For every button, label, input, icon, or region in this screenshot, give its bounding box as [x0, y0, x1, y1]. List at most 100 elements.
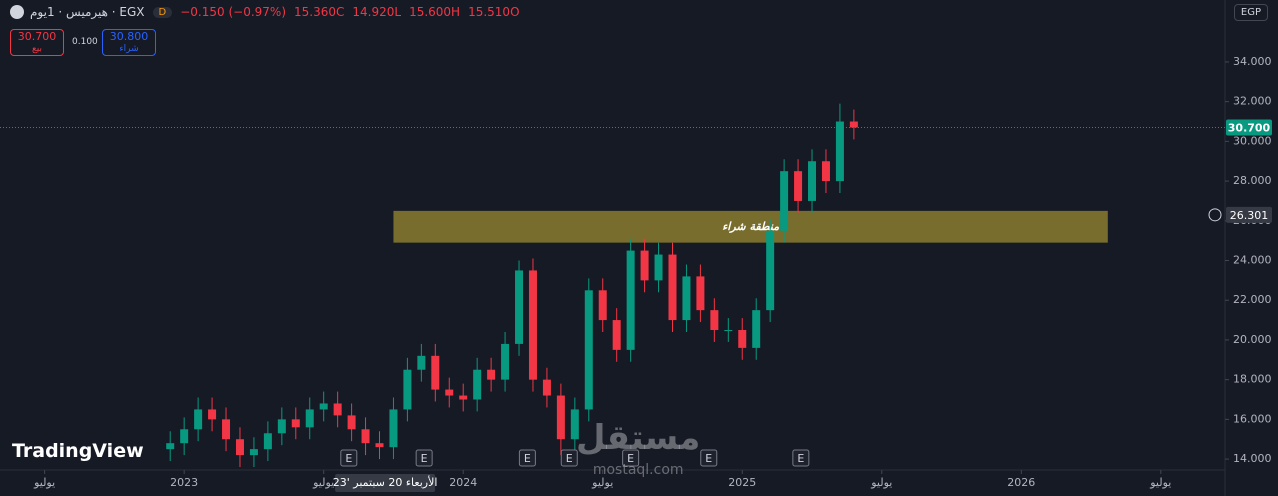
candle-body: [808, 161, 817, 201]
y-tick-label: 34.000: [1233, 55, 1272, 68]
earnings-marker: [518, 449, 536, 467]
x-tick-label: يوليو: [312, 476, 334, 489]
candle-body: [473, 369, 482, 400]
y-tick-label: 16.000: [1233, 412, 1272, 425]
candle-body: [403, 369, 412, 410]
candle-body: [445, 389, 454, 396]
earnings-marker: [700, 449, 718, 467]
spread: 0.100: [72, 37, 98, 47]
sell-price: 30.700: [17, 30, 57, 43]
candle-body: [417, 355, 426, 370]
earnings-label: E: [566, 452, 573, 465]
x-tick-label: 2024: [449, 476, 477, 489]
site-url: mostaql.com: [592, 462, 684, 478]
y-tick-label: 20.000: [1233, 333, 1272, 346]
candle-body: [682, 276, 691, 321]
earnings-marker: [560, 449, 578, 467]
candle-body: [668, 254, 677, 321]
candle-body: [431, 355, 440, 390]
candle-body: [724, 330, 733, 332]
candle-body: [319, 403, 328, 410]
x-tick-label: يوليو: [591, 476, 613, 489]
watermark: TradingView: [12, 440, 144, 462]
candle-body: [389, 409, 398, 448]
candle-body: [501, 343, 510, 380]
x-tick-label: 2025: [728, 476, 756, 489]
site-name: مستقل: [576, 418, 701, 458]
sell-button[interactable]: 30.700 بيع: [10, 29, 64, 56]
high: 15.600H: [409, 5, 461, 19]
interval[interactable]: D: [152, 6, 173, 18]
candle-body: [375, 443, 384, 448]
y-tick-label: 14.000: [1233, 452, 1272, 465]
earnings-label: E: [345, 452, 352, 465]
candle-body: [738, 330, 747, 348]
candle-body: [180, 429, 189, 444]
y-tick-label: 22.000: [1233, 293, 1272, 306]
earnings-label: E: [705, 452, 712, 465]
low: 14.920L: [352, 5, 402, 19]
candle-body: [347, 415, 356, 430]
x-tick-label: يوليو: [33, 476, 55, 489]
candle-body: [821, 161, 830, 182]
candle-body: [570, 409, 579, 440]
candle-body: [640, 250, 649, 281]
candle-body: [584, 290, 593, 410]
candle-body: [487, 369, 496, 380]
candle-body: [612, 320, 621, 350]
crosshair-date-tag: [335, 474, 436, 492]
candle-body: [166, 443, 175, 450]
buy-button[interactable]: 30.800 شراء: [102, 29, 156, 56]
symbol-name: هيرميس · 1يوم · EGX: [30, 5, 145, 19]
earnings-marker: [415, 449, 433, 467]
last-price-tag: [1226, 119, 1272, 136]
change: −0.150 (−0.97%): [180, 5, 286, 19]
symbol[interactable]: هيرميس · 1يوم · EGX: [10, 5, 145, 19]
candle-body: [515, 270, 524, 344]
earnings-label: E: [627, 452, 634, 465]
open: 15.510O: [468, 5, 520, 19]
crosshair-price-tag: [1226, 206, 1272, 223]
candle-body: [794, 171, 803, 201]
candle-body: [696, 276, 705, 311]
close: 15.360C: [294, 5, 345, 19]
buy-price: 30.800: [109, 30, 149, 43]
candle-body: [263, 433, 272, 450]
zone-label: منطقة شراء: [722, 220, 779, 233]
currency[interactable]: EGP: [1233, 4, 1268, 21]
crosshair-date-label: الأربعاء 20 سبتمبر '23: [333, 475, 438, 489]
candle-body: [277, 419, 286, 434]
add-alert-button: [1208, 208, 1222, 222]
candle-body: [598, 290, 607, 321]
x-tick-label: 2023: [170, 476, 198, 489]
crosshair-price-label: 26.301: [1230, 209, 1269, 222]
candle-body: [235, 439, 244, 456]
candle-body: [654, 254, 663, 281]
candle-body: [835, 121, 844, 182]
candle-body: [194, 409, 203, 430]
candle-body: [542, 379, 551, 396]
earnings-marker: [792, 449, 810, 467]
sell-label: بيع: [31, 44, 42, 54]
x-tick-label: يوليو: [870, 476, 892, 489]
legend-header: هيرميس · 1يوم · EGX D −0.150 (−0.97%) 15…: [10, 5, 520, 19]
earnings-label: E: [421, 452, 428, 465]
candle-body: [780, 171, 789, 231]
buy-zone: [393, 210, 1108, 243]
candle-body: [849, 121, 858, 128]
y-tick-label: 24.000: [1233, 254, 1272, 267]
earnings-label: E: [797, 452, 804, 465]
symbol-icon: [10, 5, 24, 19]
earnings-label: E: [524, 452, 531, 465]
candle-body: [626, 250, 635, 350]
y-tick-label: 18.000: [1233, 373, 1272, 386]
last-price-label: 30.700: [1228, 121, 1271, 134]
candle-body: [710, 310, 719, 331]
buy-label: شراء: [119, 44, 139, 54]
site-watermark: مستقل mostaql.com: [576, 418, 701, 486]
x-tick-label: يوليو: [1149, 476, 1171, 489]
candle-body: [291, 419, 300, 428]
candle-body: [556, 395, 565, 440]
